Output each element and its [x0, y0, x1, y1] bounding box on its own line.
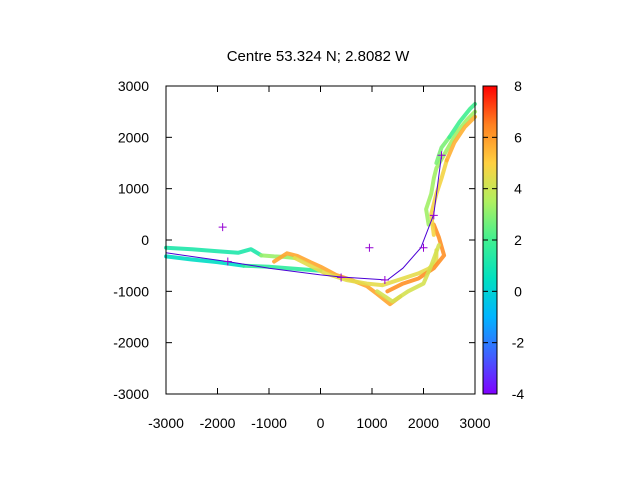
- track-segment: [424, 109, 477, 227]
- plus-marker: [223, 257, 232, 266]
- path-line: [165, 155, 442, 281]
- colorbar-gradient: [483, 86, 497, 394]
- x-tick-label: 2000: [408, 415, 439, 431]
- track-segment: [164, 245, 264, 258]
- x-tick-label: 0: [317, 415, 325, 431]
- colorbar-tick-label: 4: [514, 181, 522, 197]
- x-tick-label: -2000: [200, 415, 236, 431]
- chart-title: Centre 53.324 N; 2.8082 W: [227, 48, 410, 65]
- colorbar-tick-label: 8: [514, 78, 522, 94]
- plus-marker: [419, 243, 428, 252]
- x-tick-label: 3000: [459, 415, 490, 431]
- plus-marker: [218, 223, 227, 232]
- track-segment: [444, 114, 477, 163]
- track-segment: [447, 102, 477, 140]
- plus-marker: [429, 211, 438, 220]
- plus-marker: [437, 151, 446, 160]
- x-tick-label: 1000: [356, 415, 387, 431]
- colorbar-axis: 8 6 4 2 0 -2 -4: [483, 78, 524, 402]
- y-tick-label: -3000: [113, 386, 149, 402]
- plus-marker: [380, 276, 389, 285]
- track-segment: [385, 222, 447, 294]
- track-segment: [375, 243, 441, 304]
- colorbar-tick-label: -2: [512, 335, 525, 351]
- x-tick-label: -3000: [148, 415, 184, 431]
- plot-frame: [165, 85, 476, 395]
- y-tick-label: 2000: [118, 129, 149, 145]
- track-layer: [164, 102, 477, 307]
- plus-marker: [337, 273, 346, 282]
- track-segment: [164, 254, 246, 268]
- y-tick-label: 3000: [118, 78, 149, 94]
- x-tick-label: -1000: [251, 415, 287, 431]
- plus-marker: [365, 243, 374, 252]
- colorbar-tick-label: 0: [514, 283, 522, 299]
- y-tick-label: 1000: [118, 181, 149, 197]
- y-axis: 3000 2000 1000 0 -1000 -2000 -3000: [113, 78, 475, 402]
- marker-layer: [218, 151, 446, 285]
- y-tick-label: -2000: [113, 335, 149, 351]
- track-segment: [434, 135, 452, 165]
- colorbar-tick-label: 6: [514, 129, 522, 145]
- x-axis: -3000 -2000 -1000 0 1000 2000 3000: [148, 86, 491, 431]
- colorbar-tick-label: 2: [514, 232, 522, 248]
- line-layer: [165, 155, 442, 281]
- y-tick-label: 0: [141, 232, 149, 248]
- colorbar-tick-label: -4: [512, 386, 525, 402]
- y-tick-label: -1000: [113, 283, 149, 299]
